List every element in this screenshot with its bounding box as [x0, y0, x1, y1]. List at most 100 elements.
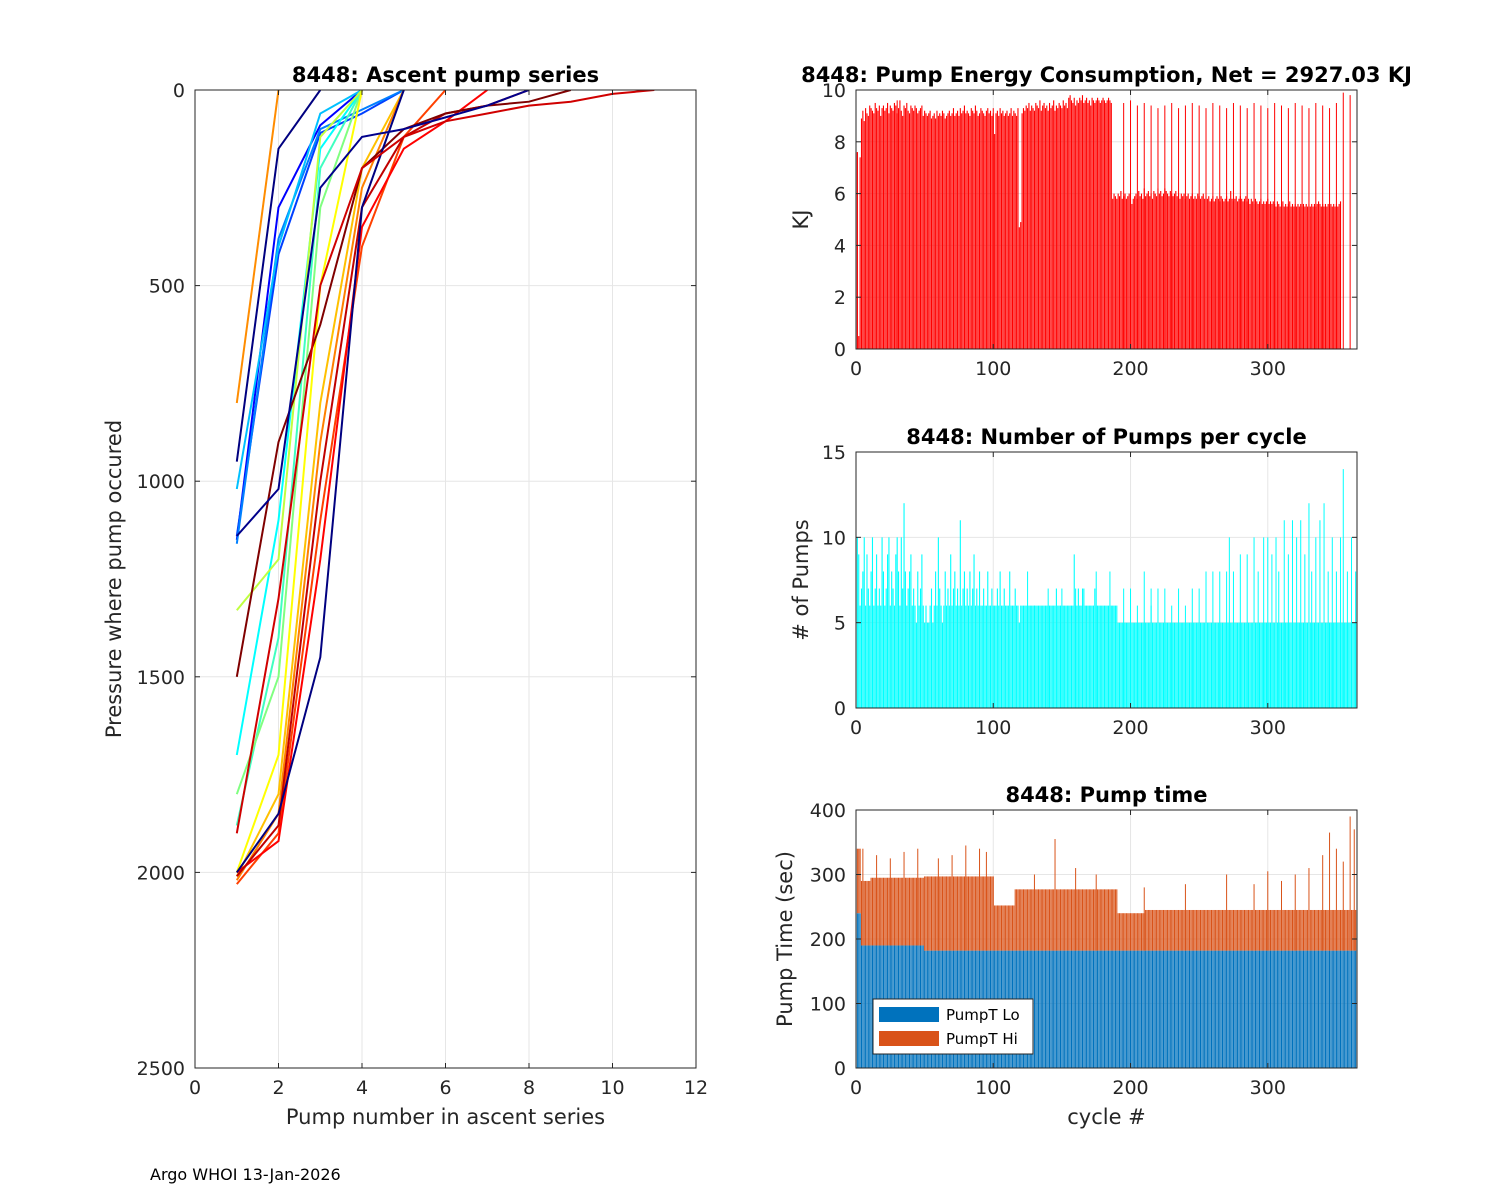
pumps-bar [1298, 622, 1300, 708]
pumpt-lo-bar [1248, 950, 1250, 1068]
pumpt-lo-bar [1091, 950, 1093, 1068]
energy-bar [962, 110, 964, 349]
energy-bar [952, 108, 955, 349]
pumpt-hi-bar [1114, 889, 1116, 951]
pumpt-hi-bar [1121, 913, 1123, 951]
energy-bar [895, 105, 897, 349]
pumpt-hi-bar [1230, 909, 1232, 951]
pumps-bar [1249, 622, 1251, 708]
pumptime-ytick-label: 0 [834, 1058, 846, 1080]
pumpt-hi-bar [936, 876, 938, 951]
pumps-bar [1128, 622, 1130, 708]
pumps-bar [910, 554, 912, 708]
pumps-bar [1124, 622, 1126, 708]
pumpt-lo-bar [1257, 950, 1259, 1068]
pumps-bar [965, 605, 967, 708]
pumpt-lo-bar [1223, 950, 1225, 1068]
pumpt-hi-bar [1010, 905, 1012, 951]
energy-bar [1221, 198, 1224, 349]
pumpt-lo-bar [1121, 950, 1123, 1068]
pumps-bar [1039, 605, 1041, 708]
energy-bar [928, 113, 930, 349]
ascent-xtick-label: 4 [356, 1077, 368, 1099]
pumpt-lo-bar [1348, 950, 1350, 1068]
pumpt-hi-bar [983, 876, 985, 951]
energy-bar [995, 113, 997, 349]
pumps-bar [1334, 622, 1336, 708]
pumps-bar [1105, 605, 1107, 708]
pumps-bar [1097, 605, 1099, 708]
pumps-bar [1014, 588, 1016, 708]
pumpt-lo-bar [1044, 950, 1046, 1068]
pumpt-lo-bar [1327, 950, 1329, 1068]
pumpt-hi-bar [1051, 889, 1053, 951]
pumpt-lo-bar [1099, 950, 1101, 1068]
pumpt-hi-bar [1300, 909, 1302, 951]
pumpt-lo-bar [1036, 950, 1038, 1068]
energy-bar [1241, 198, 1243, 349]
pumps-bar [1003, 588, 1005, 708]
energy-data [856, 92, 1357, 349]
pumps-bar [895, 554, 897, 708]
pumps-bar [1167, 622, 1169, 708]
pumps-bar [985, 605, 987, 708]
pumps-bar [952, 588, 955, 708]
pumps-bar [1261, 622, 1263, 708]
pumpt-hi-bar [988, 876, 990, 951]
pumps-bar [1024, 605, 1026, 708]
pumpt-hi-bar [1261, 909, 1263, 951]
energy-bar [1309, 206, 1311, 349]
energy-bar [892, 110, 894, 349]
pumpt-hi-bar [1193, 909, 1195, 951]
pumpt-hi-bar [1327, 909, 1329, 951]
pumpt-hi-bar [1132, 913, 1134, 951]
pumps-bar [1066, 605, 1068, 708]
pumpt-hi-bar [999, 905, 1001, 951]
pumpt-hi-bar [1285, 909, 1287, 951]
pumpt-lo-bar [1165, 950, 1167, 1068]
pumpt-hi-bar [1252, 909, 1254, 951]
energy-bar [1272, 201, 1274, 349]
pumpt-hi-bar [1092, 889, 1095, 951]
pumpt-lo-bar [1283, 950, 1285, 1068]
pumps-bar [1120, 622, 1122, 708]
pumpt-hi-bar [998, 905, 1000, 951]
pumpt-hi-bar [1164, 909, 1166, 951]
energy-bar [946, 115, 948, 349]
pumptime-xlabel: cycle # [1067, 1105, 1146, 1129]
pumps-bar [1083, 588, 1085, 708]
pumpt-lo-bar [1238, 950, 1240, 1068]
pumpt-hi-bar [1077, 889, 1079, 951]
energy-bar [1010, 108, 1012, 349]
pumpt-lo-bar [1263, 950, 1265, 1068]
pumps-bar [946, 605, 948, 708]
pumpt-hi-bar [1301, 909, 1303, 951]
pumps-bar [865, 605, 867, 708]
pumpt-lo-bar [1334, 950, 1336, 1068]
pumps-bar [1110, 605, 1112, 708]
pumpt-hi-bar [1086, 889, 1088, 951]
ascent-ytick-label: 1500 [137, 667, 185, 689]
pumpt-hi-bar [860, 880, 863, 946]
pumpt-hi-bar [1296, 909, 1298, 951]
pumpt-hi-bar [1256, 909, 1258, 951]
energy-bar [1197, 193, 1199, 349]
pumps-bar [983, 588, 985, 708]
pumps-bar [1059, 605, 1062, 708]
pumps-bar [1338, 622, 1340, 708]
energy-bar [1172, 196, 1174, 349]
pumps-bar [980, 605, 982, 708]
pumpt-lo-bar [1153, 950, 1155, 1068]
pumps-bar [1353, 622, 1355, 708]
pumpt-hi-bar [966, 876, 968, 951]
energy-ytick-label: 10 [822, 80, 846, 102]
energy-bar [1051, 105, 1053, 349]
pumpt-hi-bar [1014, 889, 1016, 951]
pumpt-hi-bar [1234, 909, 1236, 951]
pumps-bar [918, 605, 920, 708]
pumpt-hi-bar [974, 876, 976, 951]
pumpt-lo-bar [1197, 950, 1199, 1068]
pumpt-hi-bar [1053, 889, 1055, 951]
energy-bar [1070, 100, 1073, 349]
pumpt-hi-bar [1206, 909, 1208, 951]
